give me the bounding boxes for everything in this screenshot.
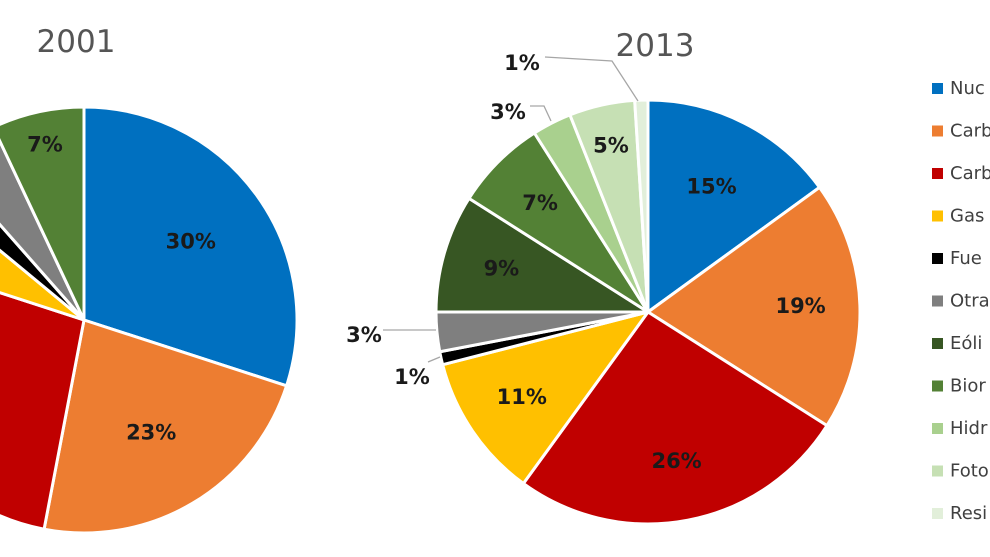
legend-label-2: Carb: [950, 121, 990, 142]
chart-title-2013: 2013: [616, 28, 695, 64]
pie-chart-2013: 2013 15% 19% 26% 11% 1% 3% 9% 7% 3% 5% 1%: [346, 28, 862, 526]
legend-label-10: Foto: [950, 461, 989, 482]
legend-swatch-7: [932, 338, 943, 349]
legend-swatch-5: [932, 253, 943, 264]
legend-label-6: Otra: [950, 291, 990, 312]
legend-label-4: Gas: [950, 206, 984, 227]
legend-label-9: Hidr: [950, 418, 988, 439]
legend-swatch-8: [932, 380, 943, 392]
pie-slice-3: [521, 310, 829, 526]
legend-swatch-1: [932, 83, 943, 94]
pie-slice-11: [633, 98, 650, 314]
data-label-9: 3%: [490, 100, 526, 124]
data-label-7: 9%: [484, 256, 520, 280]
data-label-10: 5%: [593, 134, 629, 158]
pie-slice-7: [0, 105, 86, 322]
chart-title-2001: 2001: [37, 24, 116, 60]
legend-label-7: Eóli: [950, 333, 982, 354]
pie-slice-1: [646, 98, 822, 314]
callout-line-11: [544, 56, 639, 102]
data-label-8: 7%: [522, 191, 558, 215]
data-label-1: 15%: [686, 174, 736, 198]
pie-slice-4: [441, 310, 650, 486]
legend-swatch-4: [932, 210, 943, 222]
data-label-2: 19%: [775, 294, 825, 318]
legend-label-3: Carb: [950, 163, 990, 184]
callout-line-9: [530, 105, 552, 122]
callout-line-5: [427, 356, 441, 363]
legend-swatch-3: [932, 168, 943, 179]
data-label-6: 3%: [346, 323, 382, 347]
legend-label-1: Nuc: [950, 78, 985, 99]
legend-label-11: Resi: [950, 503, 987, 524]
data-label-3: 26%: [651, 449, 701, 473]
legend-swatch-6: [932, 295, 943, 307]
pie-slice-1: [82, 105, 299, 388]
pie-chart-2001: 2001 30% 23% 7%: [0, 24, 299, 535]
data-label-7: 7%: [27, 132, 63, 156]
pie-slice-2: [42, 318, 289, 535]
pie-slice-7: [434, 196, 650, 314]
legend-swatch-10: [932, 465, 943, 477]
data-label-11: 1%: [504, 51, 540, 75]
data-label-2: 23%: [126, 421, 176, 445]
legend-swatch-11: [932, 508, 943, 519]
pie-slice-3: [0, 291, 86, 531]
data-label-1: 30%: [166, 229, 216, 253]
legend-label-5: Fue: [950, 248, 982, 269]
chart-legend: Nuc Carb Carb Gas Fue Otra Eóli Bior Hidr Foto Res…: [932, 78, 990, 524]
data-label-5: 1%: [394, 365, 430, 389]
pie-slice-2: [646, 185, 862, 428]
legend-swatch-2: [932, 125, 943, 137]
data-label-4: 11%: [497, 385, 547, 409]
legend-swatch-9: [932, 423, 943, 434]
legend-label-8: Bior: [950, 376, 986, 397]
